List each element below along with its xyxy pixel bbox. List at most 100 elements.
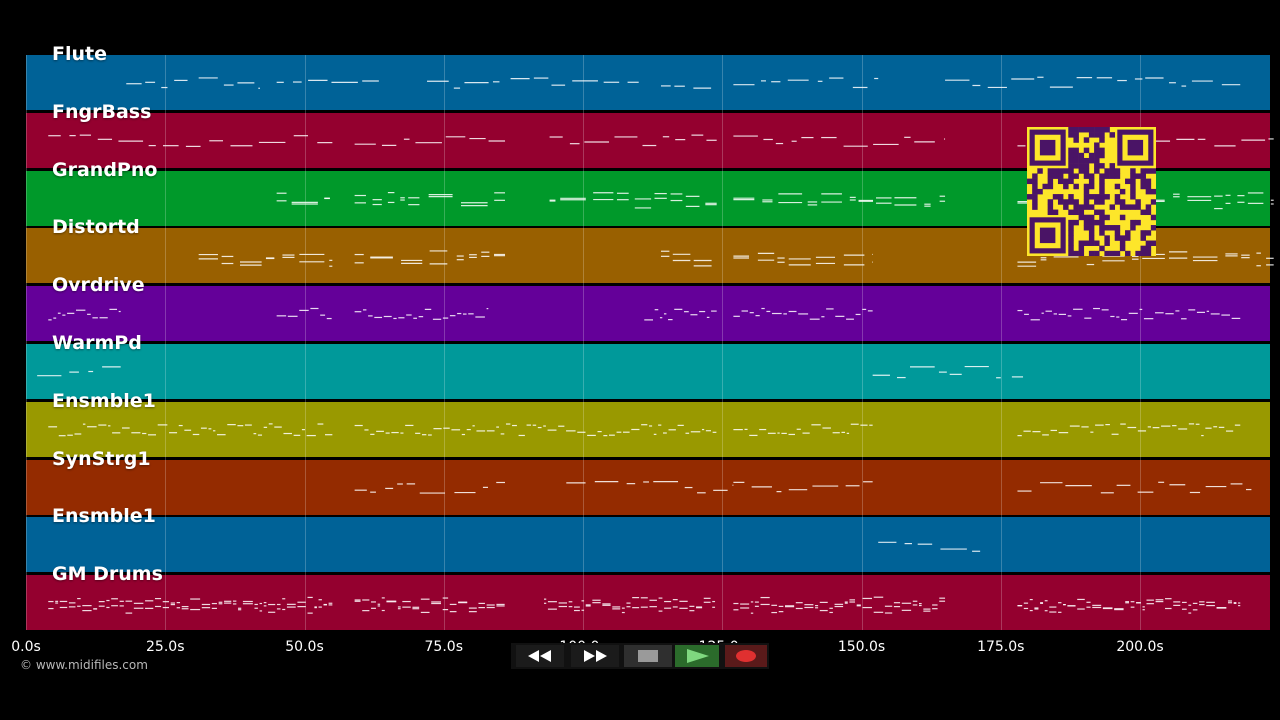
qr-module (1135, 204, 1141, 210)
qr-module (1114, 235, 1121, 241)
qr-module (1083, 199, 1090, 205)
tick-label: 150.0s (837, 639, 886, 655)
track-band (26, 401, 1270, 457)
qr-module (1140, 183, 1146, 190)
qr-module (1073, 127, 1079, 133)
track-band (26, 575, 1270, 631)
grid-line (304, 55, 306, 630)
qr-module (1150, 214, 1157, 221)
qr-module (1099, 209, 1105, 216)
qr-module (1140, 230, 1146, 236)
qr-module (1088, 183, 1095, 190)
qr-module (1083, 127, 1090, 133)
qr-module (1073, 132, 1079, 138)
qr-module (1068, 132, 1074, 138)
qr-module (1104, 173, 1110, 179)
qr-module (1130, 188, 1136, 195)
qr-module (1088, 219, 1095, 226)
qr-module (1140, 245, 1146, 252)
qr-module (1078, 250, 1085, 257)
qr-module (1099, 178, 1105, 185)
qr-module (1032, 188, 1038, 195)
stop-icon (638, 650, 658, 662)
qr-module (1083, 168, 1090, 174)
qr-module (1037, 168, 1043, 174)
qr-module (1104, 235, 1110, 241)
qr-module (1073, 152, 1079, 159)
tick-label: 200.0s (1116, 639, 1164, 655)
qr-module (1052, 173, 1059, 179)
qr-module (1057, 178, 1064, 185)
qr-module (1099, 199, 1105, 205)
qr-module (1135, 199, 1141, 205)
rewind-button[interactable] (516, 645, 564, 667)
fast-forward-icon (584, 650, 607, 662)
qr-module (1099, 194, 1105, 200)
qr-module (1150, 168, 1157, 174)
qr-module (1104, 127, 1110, 133)
qr-module (1119, 235, 1126, 241)
qr-module (1130, 219, 1136, 226)
qr-module (1130, 168, 1136, 174)
qr-module (1099, 132, 1105, 138)
track-label: GM Drums (52, 563, 163, 586)
qr-module (1083, 194, 1090, 200)
qr-module (1083, 219, 1090, 226)
qr-module (1047, 199, 1054, 205)
qr-module (1068, 127, 1074, 133)
qr-module (1037, 188, 1043, 195)
qr-module (1119, 214, 1126, 221)
qr-module (1088, 132, 1095, 138)
qr-module (1083, 225, 1090, 231)
play-button[interactable] (675, 645, 719, 667)
qr-module (1130, 173, 1136, 179)
qr-module (1094, 194, 1100, 200)
qr-module (1078, 240, 1085, 246)
qr-module (1073, 204, 1079, 210)
qr-module (1099, 173, 1105, 179)
qr-module (1068, 209, 1074, 216)
qr-module (1083, 173, 1090, 179)
tick-label: 50.0s (285, 639, 324, 655)
qr-module (1052, 209, 1059, 216)
qr-module (1032, 199, 1038, 205)
qr-module (1073, 137, 1079, 143)
qr-module (1145, 178, 1152, 185)
qr-module (1078, 127, 1085, 133)
qr-module (1140, 168, 1146, 174)
fast-forward-button[interactable] (571, 645, 619, 667)
qr-module (1140, 173, 1146, 179)
track-label: Ensmble1 (52, 505, 156, 528)
qr-module (1099, 225, 1105, 231)
qr-module (1114, 173, 1121, 179)
rewind-icon (528, 650, 551, 662)
qr-module (1032, 194, 1038, 200)
track-label: Ovrdrive (52, 274, 145, 297)
qr-module (1047, 173, 1054, 179)
qr-module (1068, 157, 1074, 164)
stop-button[interactable] (624, 645, 672, 667)
tick-label: 175.0s (977, 639, 1025, 655)
qr-module (1145, 188, 1152, 195)
qr-module (1109, 173, 1116, 179)
record-button[interactable] (725, 645, 767, 667)
qr-module (1088, 127, 1095, 133)
qr-module (1068, 199, 1074, 205)
qr-module (1068, 168, 1074, 174)
qr-module (1083, 214, 1090, 221)
qr-module (1135, 250, 1141, 257)
qr-module (1119, 199, 1126, 205)
qr-module (1125, 230, 1131, 236)
track-band (26, 286, 1270, 342)
qr-module (1032, 173, 1038, 179)
qr-module (1135, 173, 1141, 179)
qr-module (1073, 157, 1079, 164)
qr-module (1078, 157, 1085, 164)
qr-module (1109, 225, 1116, 231)
qr-module (1057, 199, 1064, 205)
qr-module (1125, 235, 1131, 241)
qr-module (1114, 225, 1121, 231)
qr-module (1088, 240, 1095, 246)
track-label: SynStrg1 (52, 447, 151, 470)
